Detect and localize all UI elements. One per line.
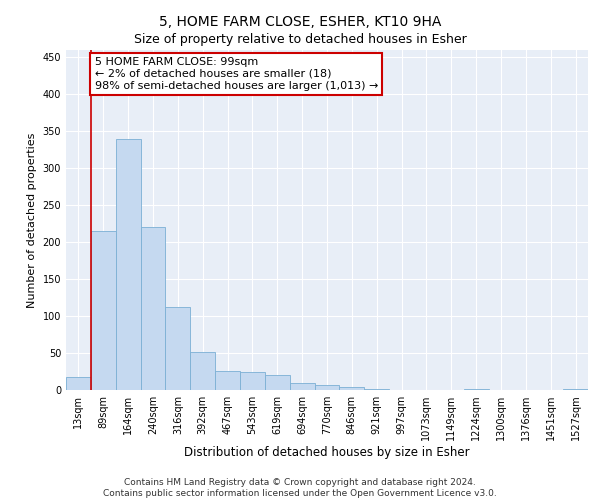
Bar <box>240 372 265 390</box>
Bar <box>290 384 314 390</box>
Bar <box>66 378 91 390</box>
Text: Size of property relative to detached houses in Esher: Size of property relative to detached ho… <box>134 32 466 46</box>
Bar <box>166 307 190 390</box>
Bar <box>215 371 240 390</box>
Y-axis label: Number of detached properties: Number of detached properties <box>27 132 37 308</box>
Bar <box>265 375 290 390</box>
Text: Contains HM Land Registry data © Crown copyright and database right 2024.
Contai: Contains HM Land Registry data © Crown c… <box>103 478 497 498</box>
Bar <box>190 352 215 390</box>
Text: 5, HOME FARM CLOSE, ESHER, KT10 9HA: 5, HOME FARM CLOSE, ESHER, KT10 9HA <box>159 15 441 29</box>
X-axis label: Distribution of detached houses by size in Esher: Distribution of detached houses by size … <box>184 446 470 459</box>
Bar <box>340 387 364 390</box>
Text: 5 HOME FARM CLOSE: 99sqm
← 2% of detached houses are smaller (18)
98% of semi-de: 5 HOME FARM CLOSE: 99sqm ← 2% of detache… <box>95 58 378 90</box>
Bar <box>91 231 116 390</box>
Bar <box>314 385 340 390</box>
Bar <box>140 228 166 390</box>
Bar <box>116 138 140 390</box>
